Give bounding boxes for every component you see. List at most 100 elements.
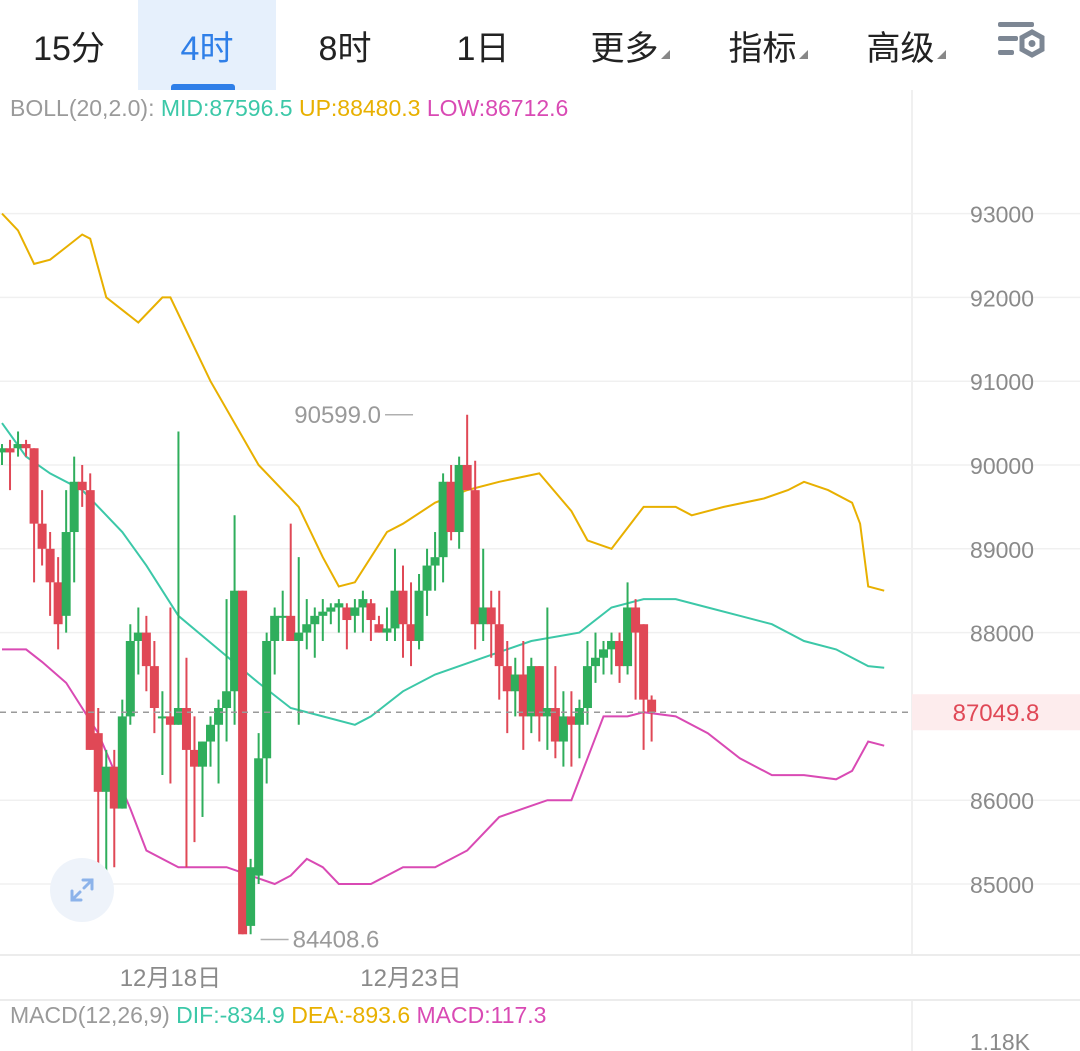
candle [566,691,576,767]
candle-body [599,649,608,658]
candle [607,632,617,675]
candle [109,749,119,868]
boll-low: LOW:86712.6 [426,95,569,121]
candle [558,691,568,767]
candle-body [623,607,633,667]
tab-1d[interactable]: 1日 [414,0,552,90]
tab-advanced[interactable]: 高级 [846,0,966,90]
candle-body [558,716,568,742]
candle [238,590,248,935]
candle-body [165,716,175,725]
candle [470,460,480,650]
candle-body [157,716,167,719]
candle-body [510,674,520,692]
candle-body [181,708,191,750]
candle-body [254,758,264,876]
candle-body [29,448,39,524]
candle-body [5,448,15,453]
candle-body [101,766,111,792]
candle [590,632,600,683]
candle [0,444,7,465]
candle-body [430,557,440,566]
candle-body [398,590,408,625]
timeframe-tab-bar: 15分 4时 8时 1日 更多 指标 高级 [0,0,1080,90]
tab-4h[interactable]: 4时 [138,0,276,90]
candle-body [149,666,159,709]
candle-body [238,590,248,935]
candle [21,439,31,457]
candle [390,548,400,641]
candle-body [454,465,464,533]
candle-body [334,603,344,608]
candle-body [45,548,55,583]
candle-body [278,615,288,618]
macd-value: MACD:117.3 [416,1002,547,1028]
chart-settings-icon[interactable] [996,18,1048,64]
dropdown-triangle-icon [798,49,808,59]
tab-more-label: 更多 [590,29,659,68]
candle-body [639,624,649,700]
candle [623,582,633,675]
candle-body [446,481,456,533]
macd-axis-label: 1.18K [970,1029,1031,1051]
candle-body [85,490,95,750]
expand-chart-button[interactable] [50,858,114,922]
candle-body [414,590,424,641]
candle-body [206,724,216,742]
candle-body [189,749,199,767]
y-axis-tick-label: 88000 [970,621,1034,647]
low-price-marker: 84408.6 [293,927,380,954]
candle-body [133,632,143,641]
candle-body [77,481,87,491]
tab-8h[interactable]: 8时 [276,0,414,90]
candle-body [574,708,584,725]
x-axis-date-label: 12月18日 [120,965,221,992]
candle-body [382,628,392,633]
candle [165,607,175,784]
candle-body [615,640,625,667]
candle [422,548,432,616]
candle [29,448,39,583]
candle [214,699,224,784]
candle-body [286,615,296,641]
candle-body [214,708,224,725]
candle-body [631,607,641,633]
tab-more[interactable]: 更多 [570,0,690,90]
candle-body [366,603,376,621]
y-axis-tick-label: 92000 [970,285,1034,311]
candle [294,557,304,725]
candle-body [69,481,79,533]
candle [318,599,328,641]
candle-body [534,666,544,717]
candle-body [222,691,232,709]
candle [101,749,111,876]
candle [149,640,159,734]
candle [45,532,55,616]
candle-body [607,640,617,650]
candle-body [198,741,207,767]
current-price-badge [912,694,1080,731]
candle [278,590,288,641]
candle-body [478,607,488,625]
candle-body [462,465,472,491]
candle [13,431,23,457]
candle-body [270,615,280,641]
tab-4h-label: 4时 [180,29,234,68]
boll-name: BOLL(20,2.0): [10,95,155,121]
candle [398,565,408,658]
tab-15min[interactable]: 15分 [0,0,138,90]
candle [382,607,392,641]
candle [270,607,280,675]
candle [518,640,528,750]
tab-indicators[interactable]: 指标 [708,0,828,90]
candle [53,557,63,650]
boll-upper-line [1,212,885,592]
candle-body [390,590,400,629]
tab-8h-label: 8时 [318,29,372,68]
macd-dea: DEA:-893.6 [291,1002,411,1028]
candle-body [302,624,312,633]
candle [374,615,384,633]
candle-body [310,615,320,625]
candle-body [230,590,240,692]
